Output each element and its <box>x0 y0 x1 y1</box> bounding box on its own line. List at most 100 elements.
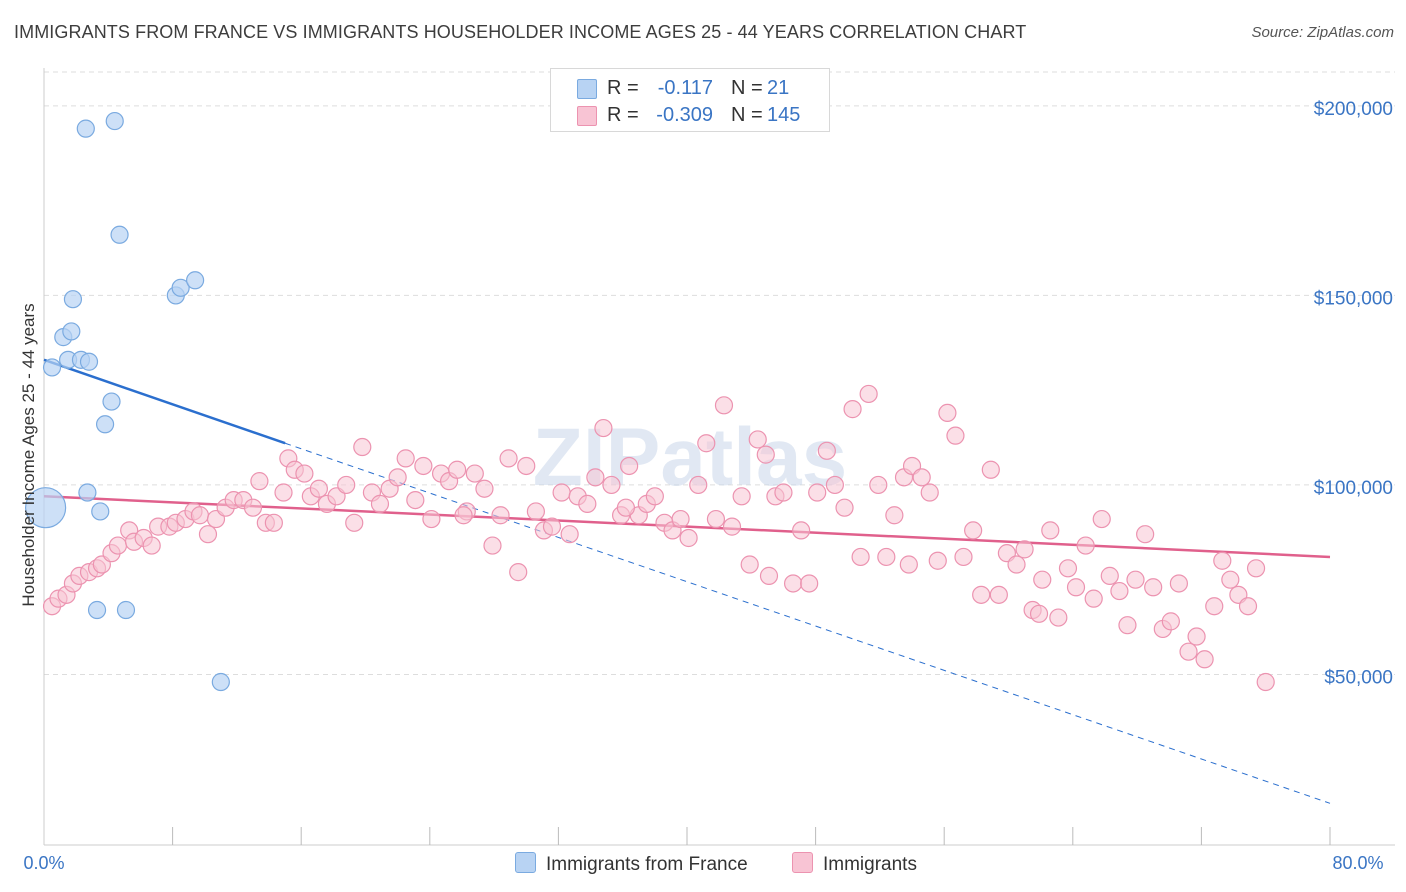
immigrants-point <box>835 498 854 517</box>
immigrants-point <box>422 509 441 529</box>
immigrants-point <box>560 525 579 544</box>
immigrants-point <box>938 403 957 423</box>
immigrants-point <box>645 487 664 506</box>
immigrants-point <box>1221 570 1240 589</box>
immigrants-point <box>586 468 605 487</box>
immigrants-point <box>899 555 918 574</box>
immigrants-point <box>1076 536 1095 555</box>
france-point <box>211 672 230 692</box>
immigrants-point <box>1041 521 1060 540</box>
france-points <box>25 111 230 692</box>
x-tick-label-max: 80.0% <box>1332 853 1383 873</box>
france-point <box>91 502 110 521</box>
legend-n-label: N = <box>731 104 763 126</box>
immigrants-point <box>578 494 597 513</box>
immigrants-point <box>740 555 759 574</box>
legend-swatch-pink <box>577 106 597 126</box>
immigrants-point <box>714 396 734 415</box>
immigrants-point <box>783 574 803 593</box>
immigrants-point <box>981 460 1000 479</box>
france-point <box>171 278 190 297</box>
immigrants-point <box>706 509 726 529</box>
immigrants-point <box>964 521 983 540</box>
immigrants-point <box>928 551 947 570</box>
immigrants-point <box>689 475 708 495</box>
source-label: Source: ZipAtlas.com <box>1251 24 1394 41</box>
legend-r-value: -0.309 <box>656 104 713 126</box>
immigrants-point <box>264 513 283 532</box>
immigrants-point <box>108 536 128 555</box>
immigrants-point <box>1126 570 1145 589</box>
grid <box>44 71 1395 675</box>
y-tick-labels: $50,000 $100,000 $150,000 $200,000 <box>1314 99 1393 689</box>
immigrants-point <box>671 509 690 529</box>
immigrants-point <box>542 517 562 536</box>
immigrants-point <box>1205 597 1224 616</box>
immigrants-point <box>1007 555 1026 574</box>
immigrants-point <box>370 494 390 513</box>
immigrants-point <box>722 517 742 536</box>
legend-r-label: R = <box>607 77 639 99</box>
france-point <box>110 225 129 244</box>
immigrants-point <box>1256 672 1275 692</box>
y-axis-label: Householder Income Ages 25 - 44 years <box>19 303 38 606</box>
y-tick-label: $100,000 <box>1314 478 1393 499</box>
legend-r-label: R = <box>607 104 639 126</box>
immigrants-point <box>946 426 965 445</box>
immigrants-point <box>142 536 161 555</box>
immigrants-point <box>353 437 372 457</box>
immigrants-point <box>1136 525 1155 544</box>
immigrants-point <box>1144 578 1163 597</box>
bottom-legend-france: Immigrants from France <box>515 852 748 876</box>
immigrants-point <box>885 506 904 525</box>
immigrants-point <box>679 528 698 548</box>
immigrants-point <box>1110 581 1129 601</box>
immigrants-point <box>414 456 433 476</box>
immigrants-point <box>1058 559 1078 578</box>
immigrants-point <box>1033 570 1052 589</box>
immigrants-point <box>1195 650 1214 669</box>
chart-title: IMMIGRANTS FROM FRANCE VS IMMIGRANTS HOU… <box>14 22 1027 42</box>
france-trend-line <box>43 358 286 445</box>
immigrants-point <box>989 585 1008 604</box>
immigrants-point <box>920 483 939 502</box>
bottom-legend-swatch-pink <box>792 852 813 873</box>
immigrants-point <box>1118 616 1137 635</box>
immigrants-point <box>1161 612 1180 631</box>
immigrants-point <box>406 490 425 510</box>
immigrants-point <box>843 400 862 419</box>
immigrants-point <box>1169 574 1188 593</box>
immigrants-point <box>869 475 888 495</box>
immigrants-point <box>448 460 467 479</box>
immigrants-point <box>825 475 844 495</box>
france-point <box>105 111 124 131</box>
immigrants-point <box>912 468 931 487</box>
legend: R = -0.117 N = 21 R = -0.309 N = 145 <box>550 68 830 132</box>
france-point <box>76 119 95 138</box>
immigrants-point <box>198 525 218 544</box>
immigrants-point <box>345 513 364 532</box>
immigrants-point <box>748 430 767 449</box>
immigrants-point <box>1179 642 1198 661</box>
immigrants-point <box>396 449 415 468</box>
immigrants-point <box>454 506 473 525</box>
immigrants-point <box>491 506 510 525</box>
legend-r-value: -0.117 <box>657 77 713 99</box>
immigrants-point <box>1238 597 1258 616</box>
france-point <box>95 415 115 434</box>
immigrants-point <box>594 418 613 438</box>
immigrants-point <box>800 574 819 593</box>
immigrants-point <box>309 479 328 498</box>
immigrants-point <box>759 566 779 585</box>
immigrants-point <box>1187 627 1206 646</box>
immigrants-point <box>817 441 836 460</box>
immigrants-point <box>808 483 827 502</box>
france-point <box>102 392 121 411</box>
y-tick-label: $50,000 <box>1324 667 1393 688</box>
immigrants-point <box>616 498 636 517</box>
immigrants-point <box>620 456 639 476</box>
immigrants-point <box>774 483 793 502</box>
immigrants-point <box>337 475 356 495</box>
axes <box>43 68 1395 846</box>
y-tick-label: $200,000 <box>1314 99 1393 120</box>
